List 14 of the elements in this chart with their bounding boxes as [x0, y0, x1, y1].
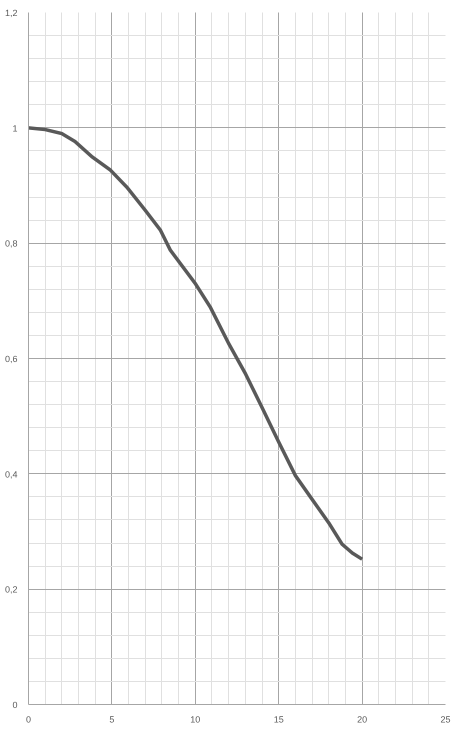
- x-tick-label: 15: [274, 714, 284, 724]
- y-tick-label: 0: [12, 700, 18, 710]
- y-tick-label: 1: [12, 123, 18, 134]
- x-tick-label: 10: [190, 714, 200, 724]
- x-tick-label: 25: [440, 714, 451, 724]
- y-tick-label: 1,2: [4, 8, 18, 18]
- line-series: [28, 126, 364, 561]
- y-tick-label: 0,4: [4, 469, 18, 480]
- x-tick-label: 20: [357, 714, 368, 724]
- y-tick-label: 0,8: [4, 238, 18, 249]
- y-tick-label: 0,2: [4, 584, 18, 595]
- x-tick-label: 0: [26, 714, 32, 724]
- x-tick-label: 5: [109, 714, 114, 724]
- y-tick-label: 0,6: [4, 354, 18, 364]
